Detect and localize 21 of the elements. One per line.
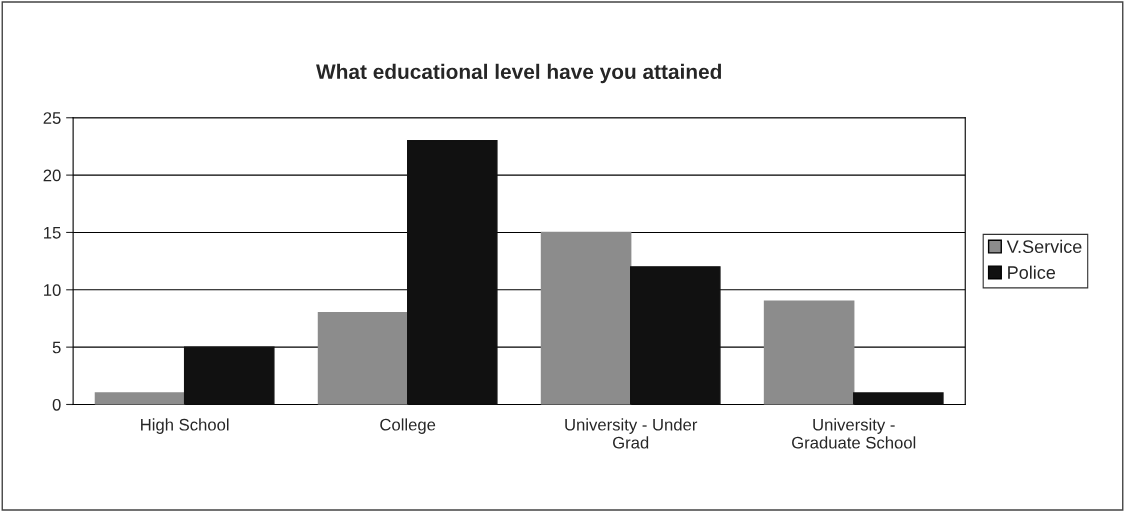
y-tick-label: 10: [44, 284, 61, 296]
y-tick-label: 0: [52, 398, 61, 411]
x-tick-label: College: [380, 418, 436, 434]
bar: [763, 300, 855, 405]
y-tick-label: 20: [43, 169, 61, 182]
y-tick-label: 15: [44, 227, 61, 239]
x-tick-label: University - Graduate School: [792, 418, 916, 449]
legend-label: Police: [1008, 265, 1056, 279]
y-tick-label: 5: [52, 341, 61, 354]
bar: [183, 346, 275, 405]
bar: [406, 140, 498, 405]
x-tick-label: High School: [141, 418, 229, 434]
bar: [317, 312, 409, 405]
bar: [853, 392, 944, 405]
bar: [540, 231, 632, 405]
chart-title: What educational level have you attained: [316, 63, 722, 84]
x-tick-label: University - Under Grad: [565, 418, 698, 449]
bar: [94, 392, 186, 405]
y-tick-label: 25: [43, 112, 61, 124]
bar: [630, 266, 721, 405]
legend-label: V.Service: [1006, 239, 1082, 254]
